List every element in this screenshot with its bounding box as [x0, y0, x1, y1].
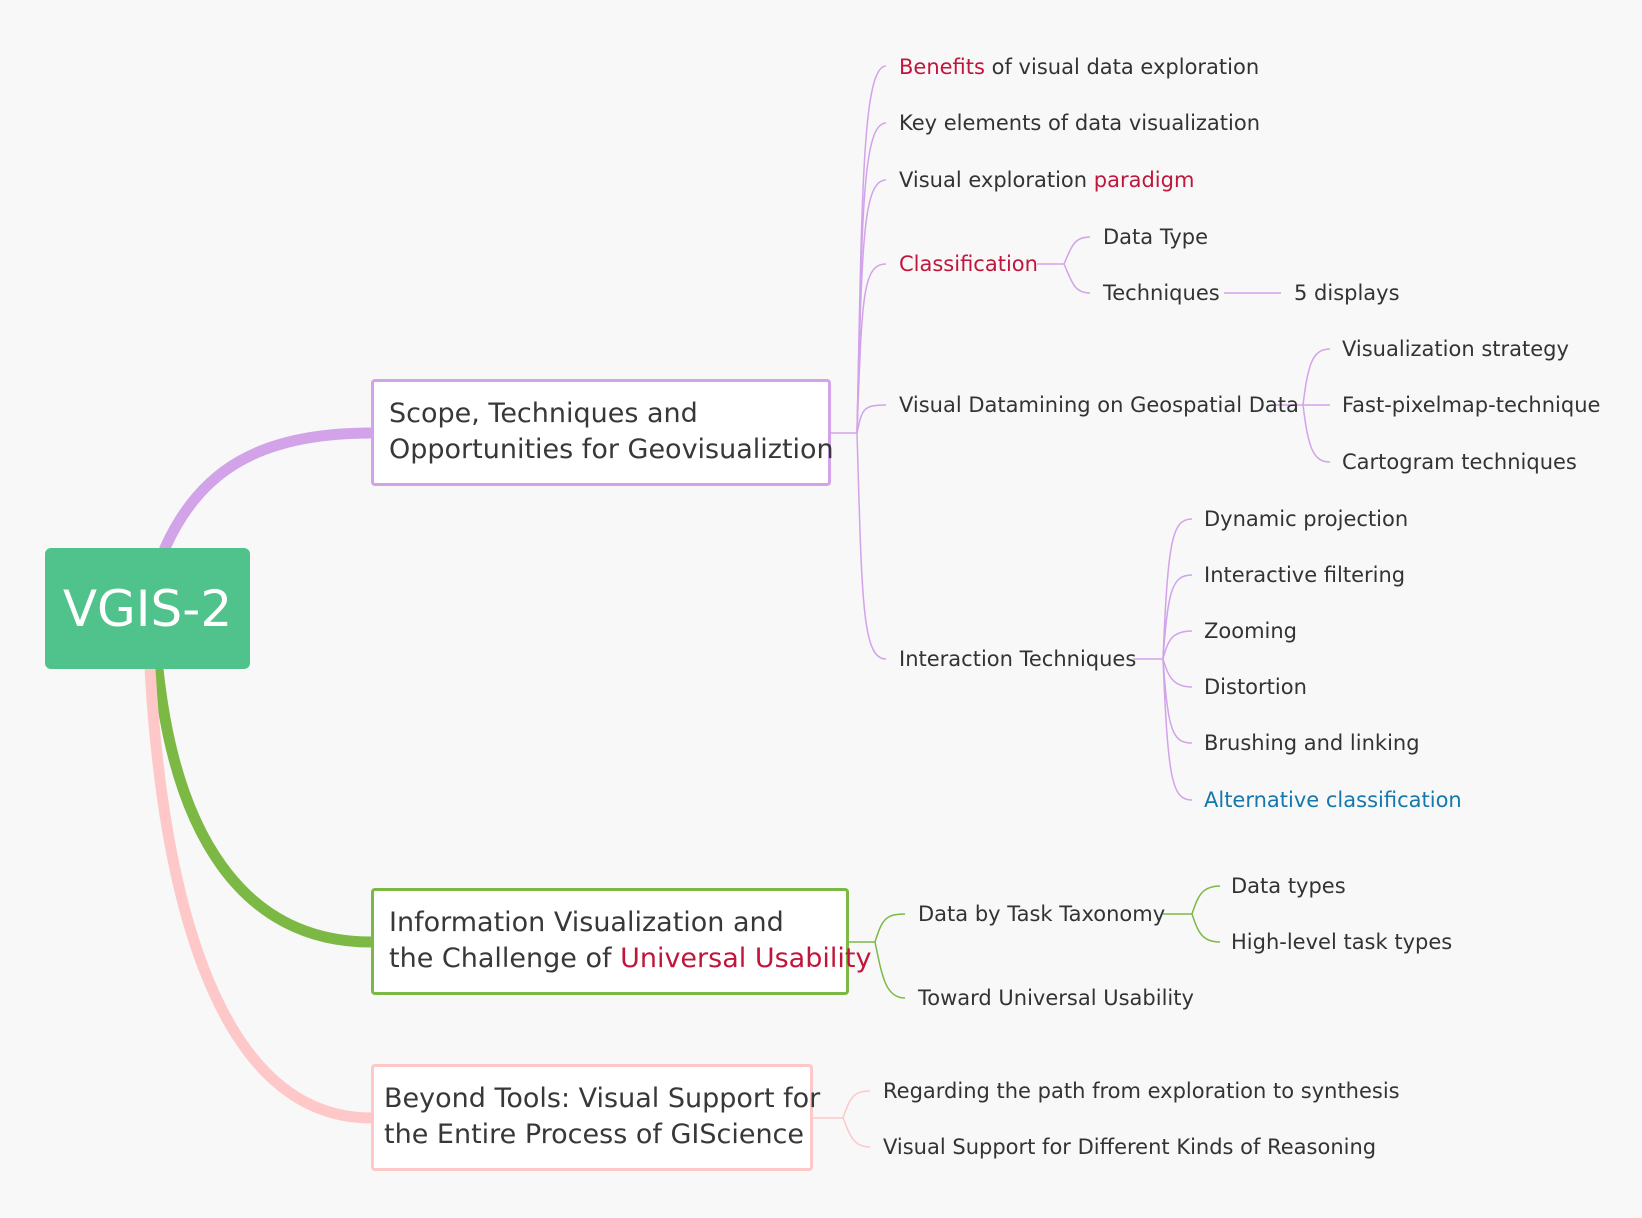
- datamining-label: Visual Datamining on Geospatial Data: [899, 393, 1299, 417]
- node-datamining[interactable]: Visual Datamining on Geospatial Data: [899, 391, 1299, 419]
- topic-infovis[interactable]: Information Visualization and the Challe…: [371, 888, 871, 995]
- topic-beyond-line2: the Entire Process of GIScience: [384, 1119, 805, 1150]
- node-techniques[interactable]: Techniques: [1103, 279, 1220, 307]
- interaction-item: Distortion: [1204, 675, 1307, 699]
- link-alternative-classification[interactable]: Alternative classification: [1204, 786, 1462, 814]
- node-dynamic-projection[interactable]: Dynamic projection: [1204, 505, 1408, 533]
- topic-infovis-line1: Information Visualization and: [389, 907, 784, 938]
- node-high-level-task-types[interactable]: High-level task types: [1231, 928, 1452, 956]
- node-5-displays[interactable]: 5 displays: [1294, 279, 1400, 307]
- interaction-item: Dynamic projection: [1204, 507, 1409, 531]
- node-toward-universal-usability[interactable]: Toward Universal Usability: [918, 984, 1194, 1012]
- node-data-type[interactable]: Data Type: [1103, 223, 1208, 251]
- node-brushing-linking[interactable]: Brushing and linking: [1204, 729, 1420, 757]
- benefits-highlight: Benefits: [899, 55, 985, 79]
- node-interactive-filtering[interactable]: Interactive filtering: [1204, 561, 1405, 589]
- classification-label: Classification: [899, 252, 1038, 276]
- node-fast-pixelmap[interactable]: Fast-pixelmap-technique: [1342, 391, 1600, 419]
- interaction-label: Interaction Techniques: [899, 647, 1137, 671]
- interaction-item: Brushing and linking: [1204, 731, 1420, 755]
- node-data-types[interactable]: Data types: [1231, 872, 1346, 900]
- topic-beyond[interactable]: Beyond Tools: Visual Support for the Ent…: [371, 1064, 820, 1171]
- benefits-rest: of visual data exploration: [984, 55, 1260, 79]
- beyond-reasoning-label: Visual Support for Different Kinds of Re…: [883, 1135, 1377, 1159]
- branch-infovis: [152, 663, 377, 948]
- visual-exploration-prefix: Visual exploration: [899, 168, 1094, 192]
- node-data-by-task[interactable]: Data by Task Taxonomy: [918, 900, 1165, 928]
- topic-scope-line1: Scope, Techniques and: [389, 398, 698, 429]
- node-interaction-techniques[interactable]: Interaction Techniques: [899, 645, 1136, 673]
- key-elements-label: Key elements of data visualization: [899, 111, 1261, 135]
- node-key-elements[interactable]: Key elements of data visualization: [899, 109, 1260, 137]
- datamining-item: Cartogram techniques: [1342, 450, 1577, 474]
- node-distortion[interactable]: Distortion: [1204, 673, 1307, 701]
- visual-exploration-highlight: paradigm: [1093, 168, 1195, 192]
- topic-scope-line2: Opportunities for Geovisualiztion: [389, 434, 834, 465]
- node-path-exploration[interactable]: Regarding the path from exploration to s…: [883, 1077, 1400, 1105]
- interaction-item: Zooming: [1204, 619, 1298, 643]
- branch-beyond: [144, 663, 377, 1124]
- data-type-label: Data Type: [1103, 225, 1209, 249]
- node-visual-support-reasoning[interactable]: Visual Support for Different Kinds of Re…: [883, 1133, 1376, 1161]
- interaction-item: Interactive filtering: [1204, 563, 1406, 587]
- node-classification[interactable]: Classification: [899, 250, 1038, 278]
- taxonomy-item: Data types: [1231, 874, 1346, 898]
- branch-scope: [159, 427, 377, 554]
- topic-scope[interactable]: Scope, Techniques and Opportunities for …: [371, 379, 834, 486]
- toward-label: Toward Universal Usability: [918, 986, 1194, 1010]
- datamining-item: Fast-pixelmap-technique: [1342, 393, 1601, 417]
- topic-infovis-line2-highlight: Universal Usability: [620, 943, 872, 974]
- datamining-item: Visualization strategy: [1342, 337, 1569, 361]
- techniques-label: Techniques: [1103, 281, 1220, 305]
- node-benefits[interactable]: Benefits of visual data exploration: [899, 53, 1259, 81]
- node-cartogram[interactable]: Cartogram techniques: [1342, 448, 1577, 476]
- topic-infovis-line2-prefix: the Challenge of: [389, 943, 621, 974]
- root-node[interactable]: VGIS-2: [45, 548, 250, 669]
- alt-classification-label: Alternative classification: [1204, 788, 1462, 812]
- taxonomy-label: Data by Task Taxonomy: [918, 902, 1166, 926]
- beyond-path-label: Regarding the path from exploration to s…: [883, 1079, 1400, 1103]
- taxonomy-item: High-level task types: [1231, 930, 1453, 954]
- displays-label: 5 displays: [1294, 281, 1400, 305]
- root-label: VGIS-2: [62, 579, 233, 638]
- node-visualization-strategy[interactable]: Visualization strategy: [1342, 335, 1569, 363]
- node-visual-exploration[interactable]: Visual exploration paradigm: [899, 166, 1194, 194]
- node-zooming[interactable]: Zooming: [1204, 617, 1297, 645]
- topic-beyond-line1: Beyond Tools: Visual Support for: [384, 1083, 821, 1114]
